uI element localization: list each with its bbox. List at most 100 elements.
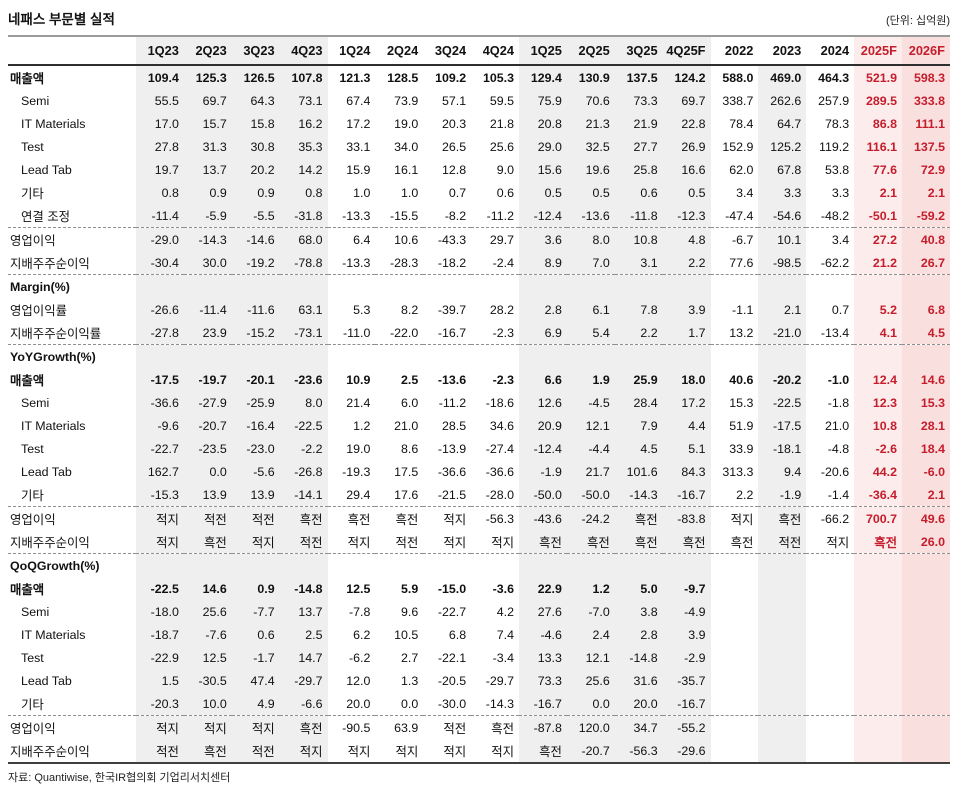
value-cell: 흑전 <box>854 530 902 554</box>
table-row: Lead Tab 19.7 13.7 20.2 14.2 15.9 16.1 12.8 9.0 1… <box>8 158 950 181</box>
value-cell: -6.6 <box>279 692 328 716</box>
value-cell: -98.5 <box>758 251 807 275</box>
value-cell <box>711 577 759 600</box>
value-cell <box>711 669 759 692</box>
value-cell <box>758 739 807 764</box>
value-cell: 16.6 <box>662 158 711 181</box>
empty-cell <box>423 344 472 368</box>
empty-cell <box>327 344 376 368</box>
value-cell: -29.0 <box>136 227 184 251</box>
value-cell: -20.7 <box>183 414 232 437</box>
value-cell: 3.4 <box>736 185 754 200</box>
value-cell: -14.1 <box>279 483 328 507</box>
value-cell: 14.7 <box>279 646 328 669</box>
value-cell: 1.5 <box>136 669 184 692</box>
empty-cell <box>327 553 376 577</box>
value-cell: 588.0 <box>722 70 754 85</box>
value-cell: 75.9 <box>519 89 567 112</box>
value-cell: -9.6 <box>136 414 184 437</box>
value-cell: 64.7 <box>758 112 807 135</box>
value-cell: 521.9 <box>854 65 902 89</box>
value-cell: 20.0 <box>346 696 371 711</box>
value-cell: -18.7 <box>136 623 184 646</box>
empty-cell <box>614 344 663 368</box>
value-cell: 3.1 <box>614 251 663 275</box>
value-cell <box>902 692 950 716</box>
value-cell <box>854 600 902 623</box>
value-cell: 1.3 <box>401 673 419 688</box>
value-cell: 27.7 <box>614 135 663 158</box>
empty-cell <box>231 274 280 298</box>
value-cell: 8.6 <box>401 441 419 456</box>
value-cell: 34.0 <box>394 139 419 154</box>
empty-cell <box>183 274 232 298</box>
empty-cell <box>662 553 711 577</box>
value-cell: 적전 <box>279 530 328 554</box>
value-cell: 84.3 <box>662 460 711 483</box>
row-label: 연결 조정 <box>21 209 71 224</box>
value-cell <box>758 623 807 646</box>
value-cell: 6.9 <box>519 321 567 345</box>
value-cell: 0.7 <box>831 302 850 317</box>
value-cell: -20.7 <box>566 739 615 764</box>
empty-cell <box>183 553 232 577</box>
table-row: 기타 -20.3 10.0 4.9 -6.6 20.0 0.0 -30.0 -14.3 -16.7… <box>8 692 950 716</box>
value-cell <box>902 739 950 764</box>
value-cell: 47.4 <box>231 669 280 692</box>
value-cell: -16.7 <box>662 692 711 716</box>
value-cell: 73.9 <box>394 93 419 108</box>
column-header: 2026F <box>902 35 950 66</box>
value-cell: 0.0 <box>401 696 419 711</box>
value-cell: -56.3 <box>614 739 663 764</box>
row-label: 기타 <box>21 186 44 201</box>
value-cell: -7.0 <box>566 600 615 623</box>
value-cell: -43.3 <box>423 227 472 251</box>
value-cell: 4.5 <box>902 321 950 345</box>
value-cell: 313.3 <box>722 464 754 479</box>
value-cell: 7.4 <box>496 627 514 642</box>
value-cell: -50.0 <box>519 483 567 507</box>
table-row: Semi -36.6 -27.9 -25.9 8.0 21.4 6.0 -11.2 -18.6 1… <box>8 391 950 414</box>
value-cell: 21.0 <box>825 418 850 433</box>
value-cell: -3.4 <box>492 650 514 665</box>
value-cell: -20.1 <box>231 368 280 391</box>
value-cell: 25.6 <box>566 669 615 692</box>
value-cell: 28.4 <box>614 391 663 414</box>
value-cell: -27.8 <box>136 321 184 345</box>
value-cell: 33.1 <box>346 139 371 154</box>
value-cell: 10.9 <box>346 372 371 387</box>
empty-cell <box>566 344 615 368</box>
value-cell: -1.0 <box>827 372 850 387</box>
value-cell: -16.7 <box>437 325 467 340</box>
row-label: Lead Tab <box>21 162 72 177</box>
value-cell: 464.3 <box>818 70 850 85</box>
row-label: 기타 <box>21 488 44 503</box>
table-row: 영업이익 -29.0 -14.3 -14.6 68.0 6.4 10.6 -43.3 29.7 3… <box>8 227 950 251</box>
value-cell: 86.8 <box>854 112 902 135</box>
value-cell: -28.3 <box>390 255 419 270</box>
value-cell: -11.0 <box>343 325 371 340</box>
empty-cell <box>279 274 328 298</box>
value-cell: 20.3 <box>442 116 467 131</box>
value-cell: -5.9 <box>183 204 232 228</box>
value-cell: 0.8 <box>279 181 328 204</box>
value-cell: -36.6 <box>437 464 467 479</box>
value-cell: -4.8 <box>827 441 850 456</box>
value-cell: -56.3 <box>471 506 519 530</box>
value-cell: 53.8 <box>825 162 850 177</box>
value-cell: -36.4 <box>854 483 902 507</box>
table-row: 지배주주순이익률 -27.8 23.9 -15.2 -73.1 -11.0 -22.0 -16… <box>8 321 950 345</box>
value-cell: -20.5 <box>437 673 467 688</box>
value-cell: -6.2 <box>349 650 371 665</box>
value-cell: 2.1 <box>902 181 950 204</box>
section-header-row: YoYGrowth(%) <box>8 344 950 368</box>
value-cell: -7.7 <box>231 600 280 623</box>
empty-cell <box>327 274 376 298</box>
table-head: 1Q23 2Q23 3Q23 4Q23 1Q24 2Q24 3Q24 4Q24 1Q25 2Q25… <box>8 35 950 66</box>
value-cell: 121.3 <box>339 70 371 85</box>
value-cell: 4.5 <box>614 437 663 460</box>
value-cell: 17.6 <box>394 487 419 502</box>
value-cell: 67.8 <box>758 158 807 181</box>
value-cell: 10.0 <box>183 692 232 716</box>
